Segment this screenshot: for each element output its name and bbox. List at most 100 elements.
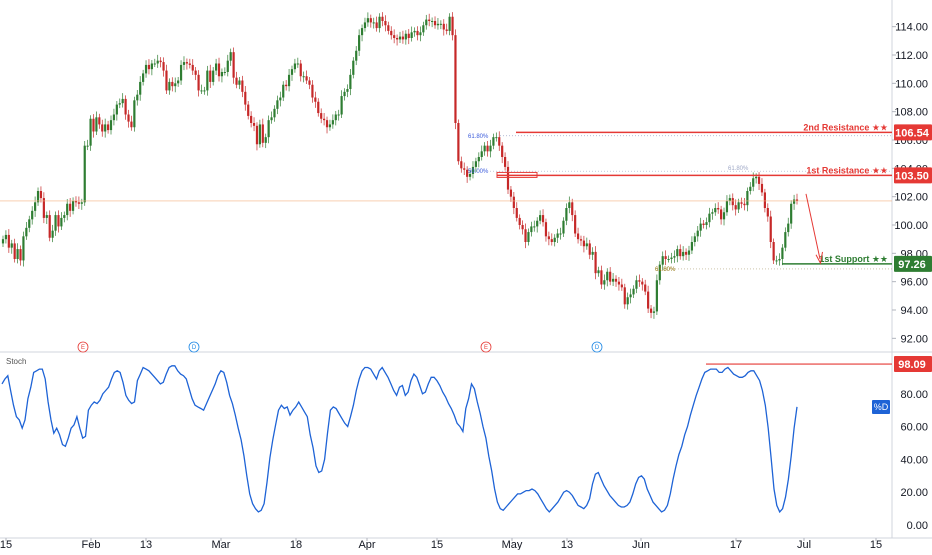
candle-body — [568, 202, 571, 208]
candle-body — [755, 176, 758, 179]
candle-body — [323, 118, 326, 121]
x-tick-label[interactable]: 13 — [140, 539, 152, 551]
x-tick-label[interactable]: 18 — [290, 539, 302, 551]
level-price-tag[interactable] — [894, 167, 932, 184]
candle-body — [518, 217, 521, 225]
x-tick-label[interactable]: Jul — [797, 539, 811, 551]
candle-body — [667, 259, 670, 260]
candle-body — [109, 120, 113, 131]
candle-body — [544, 222, 548, 237]
candle-body — [381, 16, 384, 21]
candle-body — [597, 270, 600, 274]
candle-body — [153, 63, 156, 65]
x-tick-label[interactable]: 15 — [431, 539, 443, 551]
candle-body — [775, 260, 778, 262]
x-tick-label[interactable]: Apr — [358, 539, 375, 551]
x-tick-label[interactable]: Jun — [632, 539, 650, 551]
price-tick-label[interactable]: 100.00 — [894, 220, 928, 232]
stoch-level-tag[interactable] — [894, 356, 932, 373]
axis-layer[interactable]: 114.00112.00110.00108.00106.00104.00102.… — [0, 22, 932, 551]
candle-body — [290, 69, 294, 75]
candle-body — [220, 72, 224, 77]
candle-body — [188, 63, 191, 65]
candle-body — [690, 242, 694, 251]
candle-body — [200, 90, 203, 92]
candle-body — [407, 33, 410, 38]
candle-body — [766, 208, 769, 217]
event-marker[interactable] — [480, 341, 492, 353]
candle-body — [708, 213, 711, 223]
candle-body — [197, 74, 200, 91]
candle-body — [279, 97, 282, 101]
candle-body — [737, 202, 740, 210]
candle-body — [375, 22, 378, 29]
x-tick-label[interactable]: Feb — [82, 539, 101, 551]
level-price-tag[interactable] — [894, 255, 932, 272]
candle-body — [214, 63, 218, 71]
candle-body — [363, 22, 367, 29]
candle-body — [682, 251, 685, 257]
candle-body — [212, 70, 215, 82]
candle-body — [547, 236, 550, 240]
candle-body — [553, 237, 556, 242]
candle-body — [684, 251, 688, 255]
candle-body — [54, 215, 57, 231]
level-price-tag-text[interactable]: 106.54 — [895, 127, 930, 139]
x-tick-label[interactable]: 17 — [730, 539, 742, 551]
price-tick-label[interactable]: 110.00 — [895, 78, 928, 90]
candle-body — [611, 278, 615, 282]
candle-body — [384, 21, 387, 26]
candle-body — [743, 203, 746, 206]
level-price-tag[interactable] — [894, 124, 932, 141]
x-tick-label[interactable]: May — [502, 539, 523, 551]
candle-body — [539, 215, 542, 221]
x-tick-label[interactable]: 13 — [561, 539, 573, 551]
percent-d-badge[interactable] — [872, 400, 890, 414]
candle-body — [457, 123, 460, 162]
percent-d-badge-text[interactable]: %D — [874, 402, 889, 412]
event-marker[interactable] — [188, 341, 200, 353]
candle-body — [334, 114, 337, 121]
stoch-tick-label[interactable]: 40.00 — [900, 454, 928, 466]
x-tick-label[interactable]: Mar — [212, 539, 231, 551]
price-tick-label[interactable]: 94.00 — [900, 305, 928, 317]
candle-body — [320, 113, 323, 119]
candle-body — [398, 36, 402, 40]
stoch-level-tag-text[interactable]: 98.09 — [898, 359, 926, 371]
stoch-tick-label[interactable]: 20.00 — [900, 487, 928, 499]
price-tick-label[interactable]: 114.00 — [895, 22, 928, 34]
forecast-arrow — [805, 193, 821, 260]
candle-body — [635, 280, 638, 289]
candle-body — [673, 256, 676, 258]
event-marker[interactable] — [77, 341, 89, 353]
level-price-tag-text[interactable]: 97.26 — [898, 259, 926, 271]
price-tick-label[interactable]: 108.00 — [894, 107, 928, 119]
x-tick-label[interactable]: 15 — [870, 539, 882, 551]
candle-body — [232, 52, 235, 78]
level-price-tag-text[interactable]: 103.50 — [895, 170, 929, 182]
candle-body — [273, 108, 276, 118]
candle-body — [647, 291, 650, 309]
x-tick-label[interactable]: 15 — [0, 539, 12, 551]
stoch-tick-label[interactable]: 80.00 — [900, 389, 928, 401]
price-tick-label[interactable]: 112.00 — [895, 50, 928, 62]
stoch-tick-label[interactable]: 60.00 — [900, 422, 928, 434]
candle-body — [661, 256, 664, 265]
candle-body — [369, 18, 372, 23]
candle-body — [559, 233, 562, 235]
candle-body — [515, 208, 518, 218]
event-marker[interactable] — [591, 341, 603, 353]
candle-body — [696, 230, 699, 237]
candle-body — [250, 115, 253, 123]
price-tick-label[interactable]: 92.00 — [900, 333, 928, 345]
candle-body — [244, 91, 247, 105]
price-tick-label[interactable]: 102.00 — [894, 192, 928, 204]
candle-body — [366, 18, 369, 23]
candle-body — [422, 25, 425, 33]
price-tick-label[interactable]: 96.00 — [900, 277, 928, 289]
candle-body — [63, 215, 66, 218]
stoch-tick-label[interactable]: 0.00 — [907, 520, 928, 532]
candle-body — [305, 76, 308, 81]
candle-body — [206, 70, 209, 91]
candle-body — [431, 21, 434, 22]
